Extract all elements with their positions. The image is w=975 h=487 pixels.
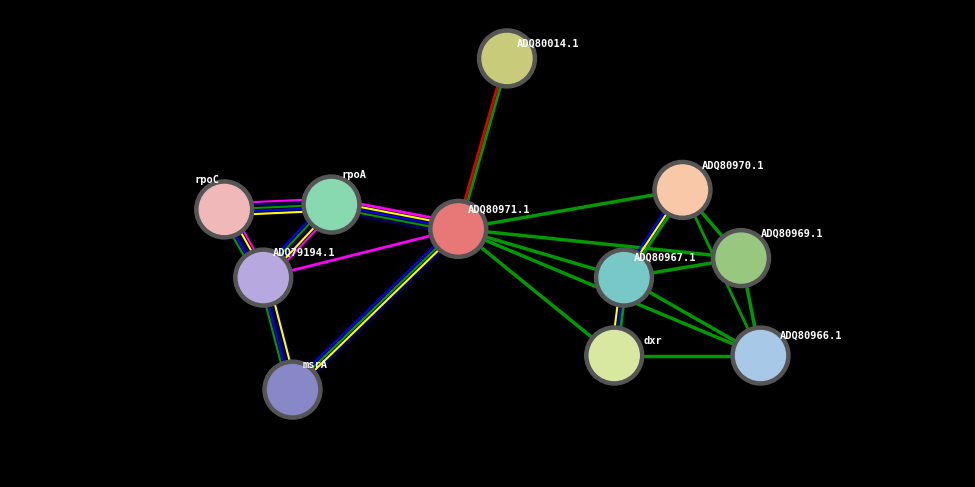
Ellipse shape	[429, 199, 488, 259]
Ellipse shape	[306, 180, 357, 229]
Ellipse shape	[712, 228, 770, 288]
Text: rpoC: rpoC	[195, 175, 220, 185]
Ellipse shape	[478, 29, 536, 88]
Ellipse shape	[595, 248, 653, 307]
Text: ADQ80971.1: ADQ80971.1	[468, 204, 530, 214]
Ellipse shape	[302, 175, 361, 234]
Ellipse shape	[731, 326, 790, 385]
Ellipse shape	[195, 180, 254, 239]
Ellipse shape	[653, 160, 712, 220]
Ellipse shape	[267, 365, 318, 414]
Text: ADQ80970.1: ADQ80970.1	[702, 160, 764, 170]
Ellipse shape	[716, 233, 766, 283]
Ellipse shape	[657, 165, 708, 215]
Ellipse shape	[735, 331, 786, 380]
Text: ADQ80969.1: ADQ80969.1	[760, 228, 823, 239]
Ellipse shape	[589, 331, 640, 380]
Text: ADQ80966.1: ADQ80966.1	[780, 331, 842, 341]
Ellipse shape	[263, 360, 322, 419]
Text: rpoA: rpoA	[341, 170, 367, 180]
Text: ADQ80014.1: ADQ80014.1	[517, 38, 579, 49]
Text: ADQ80967.1: ADQ80967.1	[634, 253, 696, 263]
Ellipse shape	[238, 253, 289, 302]
Ellipse shape	[585, 326, 644, 385]
Ellipse shape	[433, 204, 484, 254]
Ellipse shape	[199, 185, 250, 234]
Text: dxr: dxr	[644, 336, 662, 346]
Text: ADQ79194.1: ADQ79194.1	[273, 248, 335, 258]
Text: msrA: msrA	[302, 360, 328, 370]
Ellipse shape	[234, 248, 292, 307]
Ellipse shape	[599, 253, 649, 302]
Ellipse shape	[482, 34, 532, 83]
